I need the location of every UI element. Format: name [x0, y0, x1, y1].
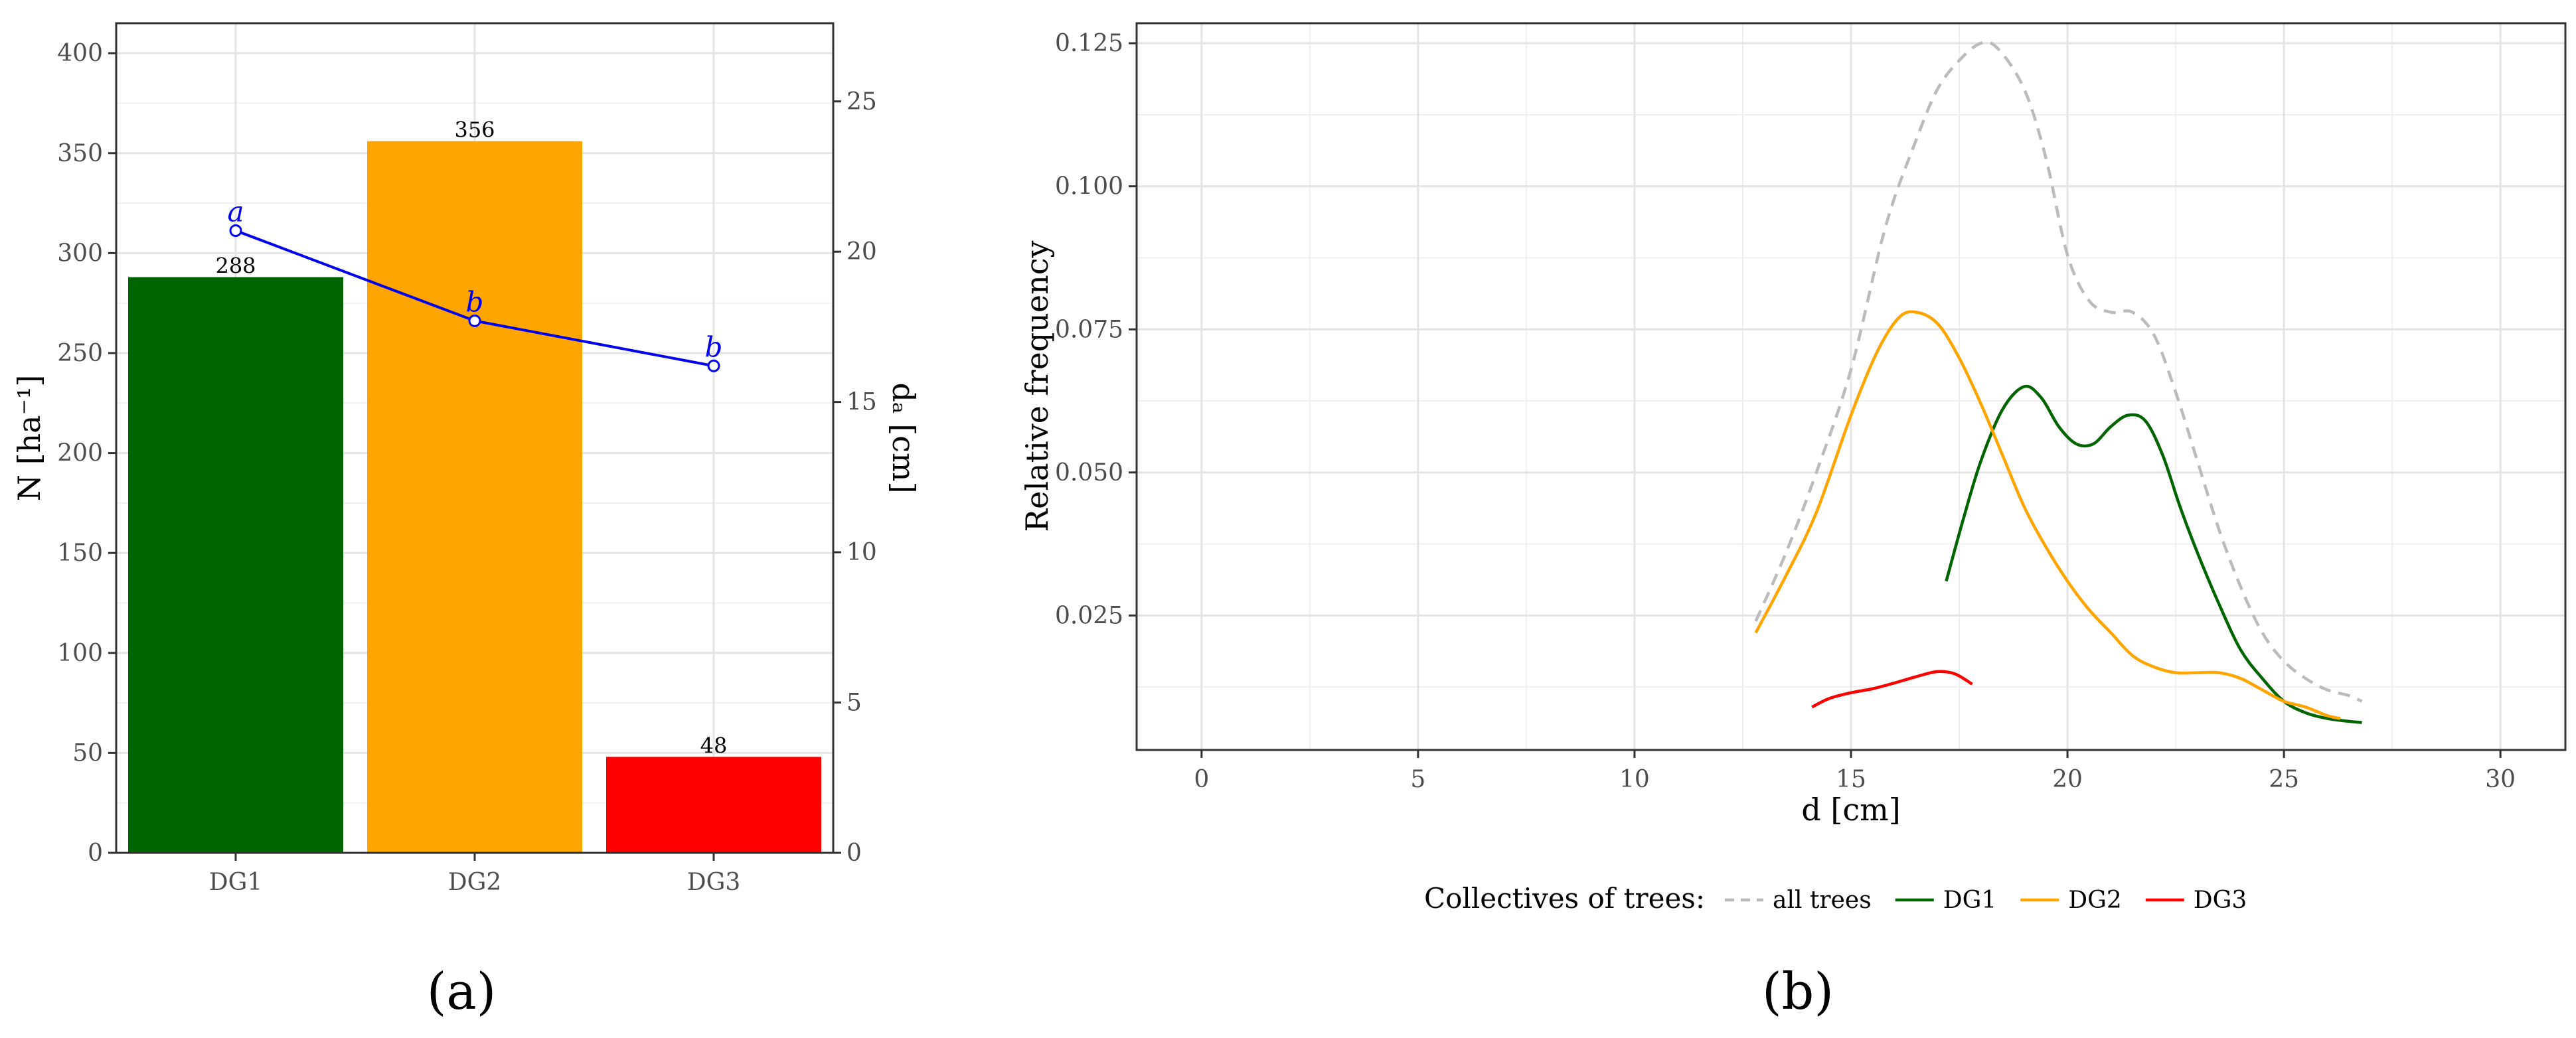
legend-title: Collectives of trees:	[1424, 882, 1705, 915]
y-tick-label: 100	[57, 640, 103, 667]
y-tick-label: 0.050	[1055, 459, 1123, 486]
significance-label: b	[466, 285, 484, 318]
y-tick-label: 0.025	[1055, 602, 1123, 629]
x-tick-label: 5	[1410, 766, 1425, 793]
panel-b-y-axis-ticks: 0.025 0.050 0.075 0.100 0.125	[1055, 30, 1137, 629]
y-tick-label: 0.100	[1055, 173, 1123, 200]
x-tick-label: 25	[2269, 766, 2299, 793]
significance-label: b	[705, 331, 723, 363]
y2-tick-label: 25	[846, 88, 877, 115]
bar-value-label: 288	[215, 254, 256, 279]
y2-tick-label: 0	[846, 840, 862, 867]
da-point	[229, 224, 242, 237]
panel-a-secondary-axis-title: dₐ [cm]	[886, 382, 922, 493]
panel-b-series-lines	[1754, 40, 2363, 724]
panel-a-bar-chart: 288 356 48 a b b 0 50 100 150 200 250 300 350 400 0 5…	[11, 22, 922, 1021]
x-tick-label: DG2	[448, 869, 502, 896]
legend-label: DG2	[2068, 887, 2122, 914]
y2-tick-label: 15	[846, 389, 877, 416]
bar-dg2	[367, 141, 582, 853]
panel-a-label: (a)	[427, 962, 497, 1021]
series-line-dg2	[1754, 310, 2341, 720]
panel-a-da-line: a b b	[227, 196, 722, 372]
y-tick-label: 50	[72, 739, 103, 767]
bar-value-label: 48	[700, 733, 728, 758]
da-point	[468, 314, 481, 327]
panel-a-bars: 288 356 48	[128, 117, 821, 853]
y-tick-label: 300	[57, 240, 103, 267]
y2-tick-label: 10	[846, 539, 877, 566]
y-tick-label: 350	[57, 140, 103, 167]
x-tick-label: DG1	[209, 869, 263, 896]
y2-tick-label: 20	[846, 238, 877, 265]
da-point	[707, 359, 720, 372]
legend-label: all trees	[1773, 887, 1872, 914]
panel-a-left-axis-ticks: 0 50 100 150 200 250 300 350 400	[57, 40, 116, 867]
series-line-all-trees	[1754, 40, 2363, 703]
x-tick-label: 15	[1836, 766, 1866, 793]
panel-b-density-chart: 0.025 0.050 0.075 0.100 0.125 0 5 10 15 20 25 30 d…	[1019, 22, 2567, 1021]
bar-dg1	[128, 277, 343, 853]
y-tick-label: 150	[57, 540, 103, 567]
panel-b-label: (b)	[1762, 962, 1834, 1021]
legend-label: DG3	[2194, 887, 2247, 914]
panel-b-y-axis-title: Relative frequency	[1019, 241, 1055, 532]
y-tick-label: 0.075	[1055, 316, 1123, 343]
y-tick-label: 200	[57, 440, 103, 467]
series-line-dg3	[1811, 670, 1973, 709]
panel-b-x-axis-ticks: 0 5 10 15 20 25 30	[1194, 750, 2516, 793]
bar-value-label: 356	[454, 117, 495, 143]
panel-a-right-axis-ticks: 0 5 10 15 20 25	[833, 88, 877, 867]
y-tick-label: 400	[57, 40, 103, 67]
significance-label: a	[227, 196, 244, 228]
bar-dg3	[606, 757, 821, 853]
x-tick-label: 10	[1619, 766, 1650, 793]
panel-b-legend: Collectives of trees: all trees DG1 DG2 DG3	[1424, 882, 2247, 915]
x-tick-label: 0	[1194, 766, 1209, 793]
panel-a-y-axis-title: N [ha⁻¹]	[11, 375, 47, 502]
panel-b-gridlines	[1137, 23, 2565, 750]
x-tick-label: DG3	[687, 869, 741, 896]
y-tick-label: 0.125	[1055, 30, 1123, 57]
panel-b-x-axis-title: d [cm]	[1801, 792, 1900, 828]
y-tick-label: 250	[57, 340, 103, 367]
y-tick-label: 0	[88, 840, 103, 867]
y2-tick-label: 5	[846, 690, 862, 717]
panel-a-x-axis-ticks: DG1 DG2 DG3	[209, 853, 741, 896]
x-tick-label: 30	[2485, 766, 2516, 793]
legend-label: DG1	[1943, 887, 1997, 914]
x-tick-label: 20	[2052, 766, 2083, 793]
